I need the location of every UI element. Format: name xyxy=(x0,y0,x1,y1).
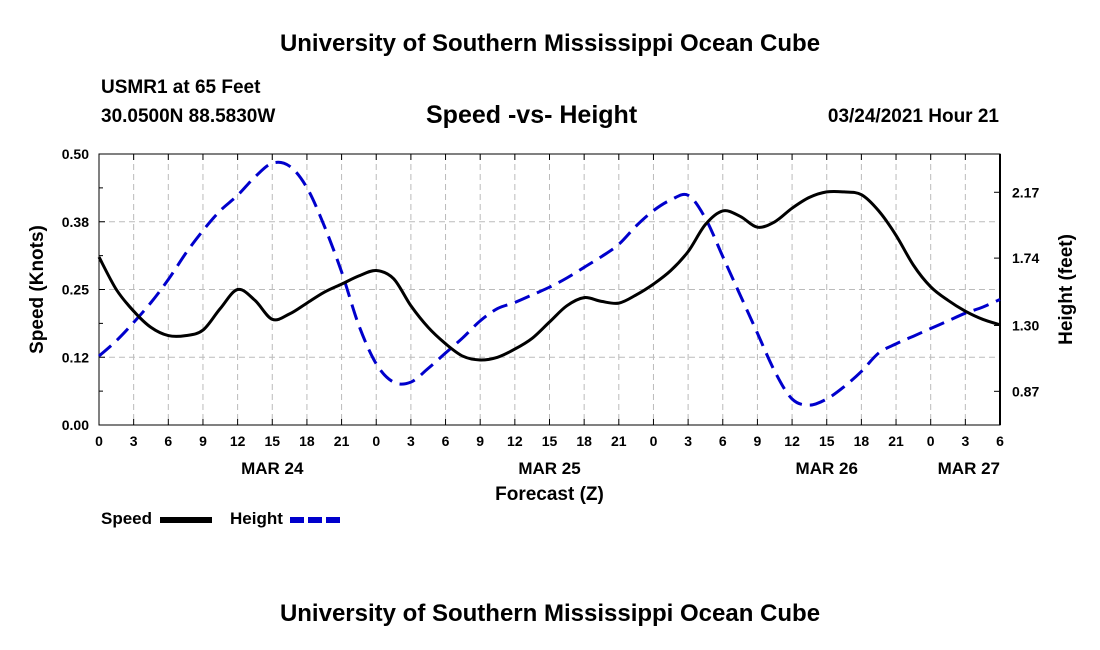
coordinates-label: 30.0500N 88.5830W xyxy=(101,106,276,127)
x-tick-label: 21 xyxy=(888,433,904,449)
legend-speed-swatch xyxy=(160,517,212,523)
date-label: MAR 26 xyxy=(796,459,858,478)
x-tick-label: 18 xyxy=(576,433,592,449)
y-tick-label: 0.25 xyxy=(62,282,89,298)
x-tick-label: 15 xyxy=(542,433,558,449)
x-tick-label: 0 xyxy=(372,433,380,449)
x-tick-label: 0 xyxy=(650,433,658,449)
x-tick-label: 9 xyxy=(476,433,484,449)
legend-height-swatch xyxy=(290,517,342,523)
x-tick-label: 18 xyxy=(854,433,870,449)
x-tick-label: 3 xyxy=(130,433,138,449)
y-axis-title: Speed (Knots) xyxy=(27,225,48,354)
x-tick-label: 6 xyxy=(442,433,450,449)
date-label: MAR 24 xyxy=(241,459,304,478)
x-tick-label: 18 xyxy=(299,433,315,449)
y-tick-label: 0.12 xyxy=(62,349,89,365)
date-label: MAR 25 xyxy=(518,459,580,478)
x-axis-title: Forecast (Z) xyxy=(495,484,604,505)
x-tick-label: 0 xyxy=(95,433,103,449)
x-tick-label: 0 xyxy=(927,433,935,449)
x-tick-label: 6 xyxy=(719,433,727,449)
y-tick-label: 0.38 xyxy=(62,214,89,230)
x-tick-label: 15 xyxy=(819,433,835,449)
top-title: University of Southern Mississippi Ocean… xyxy=(279,30,821,57)
chart-subtitle: Speed -vs- Height xyxy=(426,101,638,129)
bottom-title: University of Southern Mississippi Ocean… xyxy=(279,600,821,627)
y2-tick-label: 1.74 xyxy=(1012,250,1039,266)
x-tick-label: 9 xyxy=(754,433,762,449)
station-label: USMR1 at 65 Feet xyxy=(101,77,261,98)
x-tick-label: 15 xyxy=(264,433,280,449)
height-series-line xyxy=(97,160,1001,407)
x-tick-label: 3 xyxy=(961,433,969,449)
y-tick-label: 0.50 xyxy=(62,146,89,162)
date-label: MAR 27 xyxy=(938,459,1000,478)
y-tick-label: 0.00 xyxy=(62,417,89,433)
speed-series-line xyxy=(97,189,1001,362)
x-tick-label: 12 xyxy=(507,433,523,449)
y2-tick-label: 1.30 xyxy=(1012,317,1039,333)
x-tick-label: 3 xyxy=(407,433,415,449)
y2-tick-label: 0.87 xyxy=(1012,383,1039,399)
x-tick-label: 12 xyxy=(784,433,800,449)
x-tick-label: 6 xyxy=(996,433,1004,449)
y2-axis-title: Height (feet) xyxy=(1056,234,1077,345)
y2-tick-label: 2.17 xyxy=(1012,184,1039,200)
x-tick-label: 12 xyxy=(230,433,246,449)
x-tick-label: 21 xyxy=(611,433,627,449)
datetime-label: 03/24/2021 Hour 21 xyxy=(827,106,999,127)
x-tick-label: 6 xyxy=(164,433,172,449)
x-tick-label: 3 xyxy=(684,433,692,449)
legend-speed-label: Speed xyxy=(101,509,153,528)
x-tick-label: 9 xyxy=(199,433,207,449)
legend-height-label: Height xyxy=(230,509,283,528)
x-tick-label: 21 xyxy=(334,433,350,449)
